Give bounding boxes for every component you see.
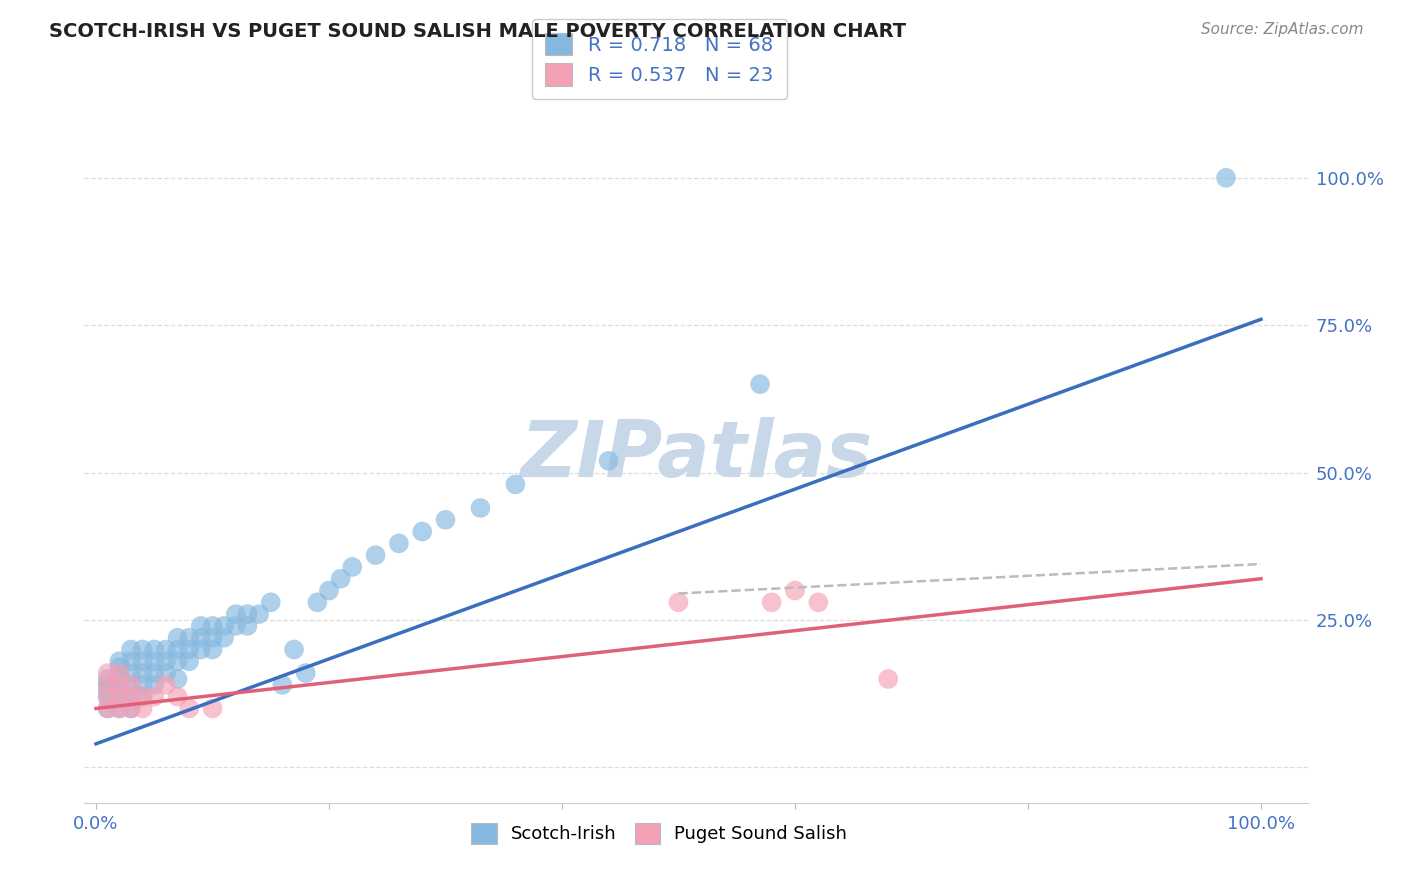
Point — [166, 642, 188, 657]
Point — [108, 666, 131, 681]
Point — [131, 678, 153, 692]
Point — [97, 690, 120, 704]
Point — [225, 607, 247, 621]
Point — [179, 631, 201, 645]
Point — [143, 642, 166, 657]
Point — [247, 607, 270, 621]
Point — [120, 666, 142, 681]
Point — [97, 683, 120, 698]
Point — [97, 701, 120, 715]
Point — [108, 672, 131, 686]
Point — [388, 536, 411, 550]
Point — [108, 701, 131, 715]
Point — [143, 654, 166, 668]
Point — [120, 678, 142, 692]
Text: ZIPatlas: ZIPatlas — [520, 417, 872, 493]
Point — [179, 701, 201, 715]
Point — [318, 583, 340, 598]
Point — [271, 678, 294, 692]
Point — [179, 642, 201, 657]
Point — [120, 690, 142, 704]
Point — [108, 654, 131, 668]
Point — [329, 572, 352, 586]
Point — [668, 595, 690, 609]
Point — [120, 678, 142, 692]
Point — [108, 690, 131, 704]
Point — [108, 690, 131, 704]
Point — [364, 548, 387, 562]
Point — [807, 595, 830, 609]
Point — [434, 513, 457, 527]
Point — [97, 678, 120, 692]
Point — [212, 619, 235, 633]
Point — [201, 631, 224, 645]
Point — [97, 666, 120, 681]
Point — [143, 690, 166, 704]
Point — [411, 524, 433, 539]
Point — [131, 701, 153, 715]
Point — [143, 666, 166, 681]
Point — [120, 690, 142, 704]
Point — [190, 631, 212, 645]
Point — [108, 678, 131, 692]
Point — [120, 701, 142, 715]
Point — [225, 619, 247, 633]
Point — [108, 701, 131, 715]
Point — [166, 672, 188, 686]
Point — [108, 666, 131, 681]
Point — [131, 642, 153, 657]
Point — [236, 619, 259, 633]
Point — [236, 607, 259, 621]
Point — [97, 690, 120, 704]
Point — [761, 595, 783, 609]
Point — [505, 477, 527, 491]
Point — [260, 595, 283, 609]
Point — [166, 690, 188, 704]
Point — [131, 666, 153, 681]
Point — [131, 654, 153, 668]
Point — [120, 642, 142, 657]
Point — [97, 672, 120, 686]
Text: SCOTCH-IRISH VS PUGET SOUND SALISH MALE POVERTY CORRELATION CHART: SCOTCH-IRISH VS PUGET SOUND SALISH MALE … — [49, 22, 907, 41]
Point — [131, 690, 153, 704]
Point — [179, 654, 201, 668]
Point — [598, 454, 620, 468]
Legend: Scotch-Irish, Puget Sound Salish: Scotch-Irish, Puget Sound Salish — [458, 810, 860, 856]
Point — [201, 619, 224, 633]
Point — [877, 672, 900, 686]
Point — [155, 642, 177, 657]
Point — [108, 678, 131, 692]
Point — [201, 642, 224, 657]
Point — [97, 678, 120, 692]
Point — [120, 701, 142, 715]
Point — [108, 683, 131, 698]
Point — [155, 678, 177, 692]
Point — [120, 654, 142, 668]
Point — [143, 678, 166, 692]
Point — [201, 701, 224, 715]
Point — [294, 666, 316, 681]
Point — [131, 690, 153, 704]
Point — [783, 583, 806, 598]
Point — [166, 654, 188, 668]
Point — [190, 642, 212, 657]
Point — [155, 654, 177, 668]
Point — [307, 595, 329, 609]
Point — [166, 631, 188, 645]
Point — [283, 642, 305, 657]
Point — [155, 666, 177, 681]
Text: Source: ZipAtlas.com: Source: ZipAtlas.com — [1201, 22, 1364, 37]
Point — [470, 500, 492, 515]
Point — [97, 701, 120, 715]
Point — [1215, 170, 1237, 185]
Point — [212, 631, 235, 645]
Point — [190, 619, 212, 633]
Point — [108, 660, 131, 674]
Point — [342, 560, 364, 574]
Point — [749, 377, 772, 392]
